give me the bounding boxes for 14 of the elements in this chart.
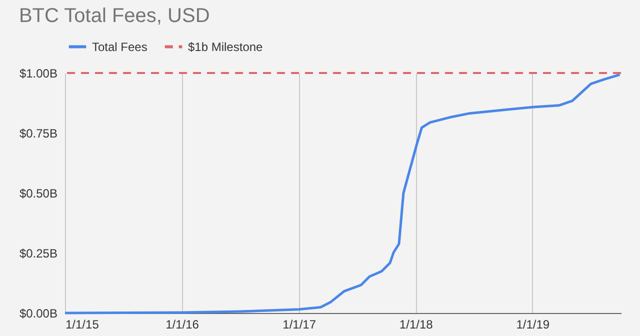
legend-label: $1b Milestone [188,40,264,54]
y-tick-label: $1.00B [19,66,58,80]
x-tick-label: 1/1/15 [66,318,100,332]
x-tick-label: 1/1/17 [282,318,316,332]
y-tick-label: $0.50B [19,186,58,200]
y-tick-label: $0.00B [19,306,58,320]
y-tick-label: $0.25B [19,246,58,260]
chart-title: BTC Total Fees, USD [18,5,210,27]
y-tick-label: $0.75B [19,126,58,140]
x-tick-label: 1/1/18 [399,318,434,332]
legend-label: Total Fees [92,40,148,54]
x-tick-label: 1/1/16 [166,318,200,332]
line-series [64,73,621,314]
x-tick-label: 1/1/19 [516,318,550,332]
